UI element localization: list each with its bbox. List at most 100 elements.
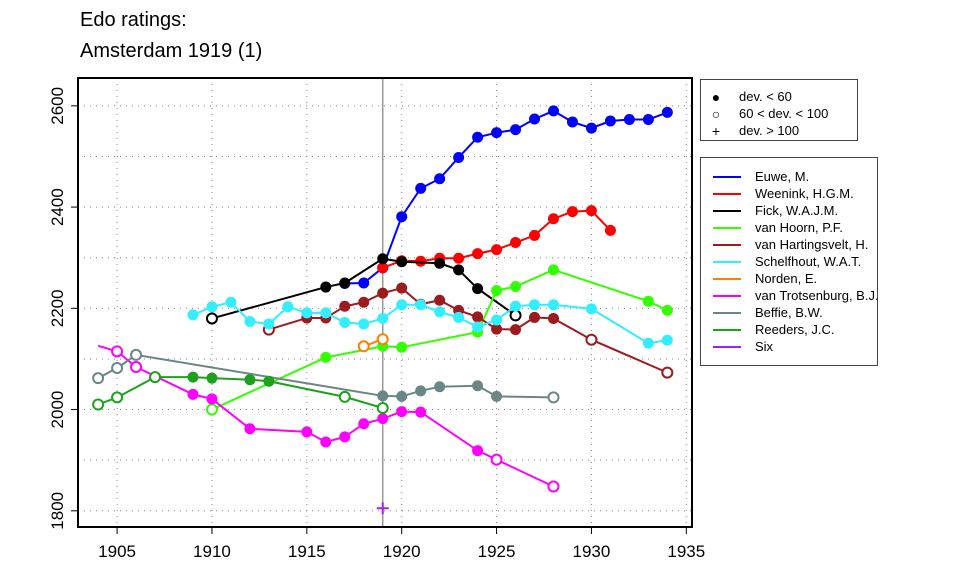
plus-icon: + bbox=[711, 122, 721, 139]
y-tick-label: 2200 bbox=[48, 289, 67, 327]
data-point-filled bbox=[491, 244, 503, 256]
legend-item: Weenink, H.G.M. bbox=[701, 185, 854, 202]
data-point-open bbox=[547, 480, 560, 493]
data-point-filled bbox=[377, 413, 389, 425]
data-point-open bbox=[130, 361, 143, 374]
x-tick-label: 1925 bbox=[478, 542, 516, 561]
data-point-filled bbox=[206, 372, 218, 384]
data-point-filled bbox=[472, 283, 484, 295]
legend-label: van Trotsenburg, B.J. bbox=[755, 288, 879, 303]
x-tick-label: 1920 bbox=[383, 542, 421, 561]
legend-swatch bbox=[713, 209, 741, 212]
data-point-filled bbox=[491, 323, 503, 335]
data-point-filled bbox=[642, 114, 654, 126]
data-point-filled bbox=[320, 351, 332, 363]
data-point-filled bbox=[661, 304, 673, 316]
series-6 bbox=[357, 333, 389, 353]
legend-label: Reeders, J.C. bbox=[755, 322, 835, 337]
data-point-filled bbox=[358, 318, 370, 330]
data-point-filled bbox=[472, 380, 484, 392]
data-point-filled bbox=[529, 229, 541, 241]
x-tick-label: 1930 bbox=[573, 542, 611, 561]
legend-label: Norden, E. bbox=[755, 271, 818, 286]
data-point-filled bbox=[642, 295, 654, 307]
data-point-filled bbox=[263, 375, 275, 387]
series-5 bbox=[187, 296, 673, 349]
series-line bbox=[211, 257, 517, 320]
data-point-open bbox=[376, 402, 389, 415]
marker-legend-item: ● dev. < 60 bbox=[701, 88, 792, 105]
data-point-filled bbox=[377, 390, 389, 402]
legend-swatch bbox=[713, 311, 741, 314]
series-line bbox=[97, 353, 554, 399]
data-point-filled bbox=[320, 307, 332, 319]
legend-label: Fick, W.A.J.M. bbox=[755, 203, 839, 218]
legend-item: Schelfhout, W.A.T. bbox=[701, 253, 861, 270]
data-point-filled bbox=[206, 301, 218, 313]
legend-item: van Trotsenburg, B.J. bbox=[701, 287, 879, 304]
data-point-open bbox=[92, 372, 105, 385]
legend-item: Beffie, B.W. bbox=[701, 304, 823, 321]
data-point-filled bbox=[491, 314, 503, 326]
series-8 bbox=[92, 348, 560, 404]
data-point-filled bbox=[661, 334, 673, 346]
data-point-open bbox=[205, 312, 218, 325]
series-10 bbox=[376, 502, 389, 515]
data-point-open bbox=[205, 403, 218, 416]
data-point-filled bbox=[529, 113, 541, 125]
data-point-filled bbox=[510, 300, 522, 312]
data-point-filled bbox=[472, 311, 484, 323]
data-point-open bbox=[357, 340, 370, 353]
data-point-filled bbox=[301, 426, 313, 438]
data-point-filled bbox=[510, 324, 522, 336]
data-point-filled bbox=[396, 282, 408, 294]
chart-title-line2: Amsterdam 1919 (1) bbox=[80, 40, 263, 62]
legend-swatch bbox=[713, 328, 741, 331]
filled-circle-icon: ● bbox=[711, 88, 721, 105]
data-point-filled bbox=[225, 296, 237, 308]
data-point-filled bbox=[396, 341, 408, 353]
data-point-open bbox=[92, 398, 105, 411]
data-point-filled bbox=[415, 299, 427, 311]
data-point-filled bbox=[585, 205, 597, 217]
legend-swatch bbox=[713, 277, 741, 280]
data-point-filled bbox=[187, 309, 199, 321]
legend-swatch bbox=[713, 260, 741, 263]
y-tick-label: 1800 bbox=[48, 492, 67, 530]
data-point-filled bbox=[472, 131, 484, 143]
data-point-open bbox=[585, 333, 598, 346]
legend-swatch bbox=[713, 175, 741, 178]
data-point-filled bbox=[453, 151, 465, 163]
data-point-filled bbox=[206, 393, 218, 405]
plot-frame bbox=[77, 77, 693, 528]
marker-legend-item: ○ 60 < dev. < 100 bbox=[701, 105, 829, 122]
marker-legend-label: dev. > 100 bbox=[739, 123, 800, 138]
data-point-filled bbox=[642, 337, 654, 349]
chart-title-line1: Edo ratings: bbox=[80, 9, 187, 31]
y-tick-label: 2600 bbox=[48, 87, 67, 125]
data-point-open bbox=[490, 453, 503, 466]
data-point-filled bbox=[661, 106, 673, 118]
data-point-filled bbox=[434, 306, 446, 318]
data-point-filled bbox=[415, 255, 427, 267]
data-point-filled bbox=[396, 390, 408, 402]
open-circle-icon: ○ bbox=[711, 105, 721, 122]
data-point-open bbox=[376, 333, 389, 346]
data-point-filled bbox=[453, 264, 465, 276]
data-point-filled bbox=[453, 311, 465, 323]
data-point-filled bbox=[377, 312, 389, 324]
legend-item: Reeders, J.C. bbox=[701, 321, 834, 338]
data-point-filled bbox=[282, 301, 294, 313]
legend-swatch bbox=[713, 345, 741, 348]
legend-label: Six bbox=[755, 339, 774, 354]
series-line bbox=[97, 344, 554, 488]
data-point-filled bbox=[547, 105, 559, 117]
data-point-filled bbox=[244, 374, 256, 386]
y-tick-label: 2400 bbox=[48, 188, 67, 226]
legend-label: van Hartingsvelt, H. bbox=[755, 237, 869, 252]
legend-label: Schelfhout, W.A.T. bbox=[755, 254, 862, 269]
data-point-filled bbox=[396, 211, 408, 223]
legend-swatch bbox=[713, 294, 741, 297]
data-point-filled bbox=[396, 299, 408, 311]
